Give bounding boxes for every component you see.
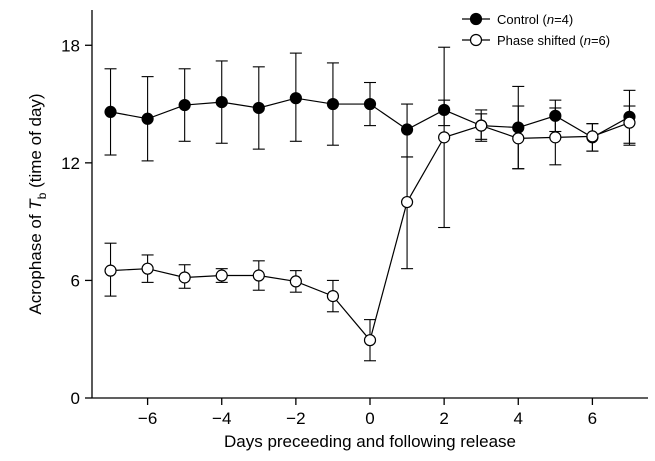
y-tick-label: 12	[61, 154, 80, 173]
x-tick-label: 2	[439, 409, 448, 428]
legend-entry-control: Control (n=4)	[462, 12, 573, 27]
series-line-phase-shifted	[110, 122, 630, 342]
x-tick-label: −2	[286, 409, 305, 428]
legend-label-phase-shifted-italic: n	[584, 33, 591, 48]
legend-label-control: Control (n=4)	[497, 12, 573, 27]
data-point-phase-shifted	[363, 334, 377, 347]
data-point-control	[400, 123, 414, 136]
legend-marker-control	[469, 12, 483, 26]
y-axis-title-italic: T	[26, 198, 45, 210]
x-tick-label: 0	[365, 409, 374, 428]
data-point-phase-shifted	[104, 264, 117, 277]
data-point-phase-shifted	[289, 275, 302, 288]
x-tick-label: 4	[514, 409, 523, 428]
x-ticks: −6 −4 −2 0 2 4 6	[138, 398, 597, 428]
y-tick-label: 0	[71, 389, 80, 408]
data-point-phase-shifted	[178, 271, 191, 284]
legend-label-control-suffix: =4)	[554, 12, 573, 27]
error-bar-phase-shifted	[438, 99, 451, 229]
y-axis-title-subscript: b	[35, 192, 49, 199]
data-point-control	[326, 97, 340, 111]
y-axis-title-prefix: Acrophase of	[26, 210, 45, 315]
data-point-control	[104, 105, 117, 118]
data-point-control	[141, 112, 154, 125]
data-point-phase-shifted	[549, 131, 562, 144]
series-layer	[104, 46, 636, 362]
data-point-control	[252, 101, 265, 115]
y-axis-title-suffix: (time of day)	[26, 93, 45, 192]
x-tick-label: 6	[588, 409, 597, 428]
series-phase-shifted	[104, 99, 636, 362]
legend-label-phase-shifted-prefix: Phase shifted (	[497, 33, 584, 48]
error-bar-phase-shifted	[401, 156, 414, 270]
legend-label-control-italic: n	[547, 12, 554, 27]
data-point-phase-shifted	[586, 130, 599, 143]
data-point-phase-shifted	[141, 262, 154, 275]
data-point-control	[363, 97, 377, 111]
data-point-phase-shifted	[475, 119, 488, 132]
data-point-control	[289, 92, 302, 105]
data-point-control	[178, 98, 191, 112]
legend: Control (n=4) Phase shifted (n=6)	[462, 12, 610, 48]
legend-label-phase-shifted-suffix: =6)	[591, 33, 610, 48]
x-tick-label: −4	[212, 409, 231, 428]
data-point-phase-shifted	[512, 132, 525, 145]
legend-marker-phase-shifted	[469, 33, 483, 47]
y-axis-title: Acrophase of Tb (time of day)	[26, 93, 49, 314]
data-point-phase-shifted	[326, 290, 340, 303]
legend-label-control-prefix: Control (	[497, 12, 548, 27]
data-point-phase-shifted	[623, 116, 636, 129]
x-tick-label: −6	[138, 409, 157, 428]
data-point-phase-shifted	[252, 269, 265, 282]
data-point-control	[215, 96, 228, 109]
y-tick-label: 18	[61, 36, 80, 55]
data-point-phase-shifted	[215, 269, 228, 282]
y-ticks: 0 6 12 18	[61, 36, 92, 408]
y-tick-label: 6	[71, 271, 80, 290]
x-axis-title: Days preceeding and following release	[224, 432, 516, 451]
legend-label-phase-shifted: Phase shifted (n=6)	[497, 33, 610, 48]
legend-entry-phase-shifted: Phase shifted (n=6)	[462, 33, 610, 48]
data-point-phase-shifted	[400, 195, 414, 209]
data-point-phase-shifted	[438, 131, 451, 144]
